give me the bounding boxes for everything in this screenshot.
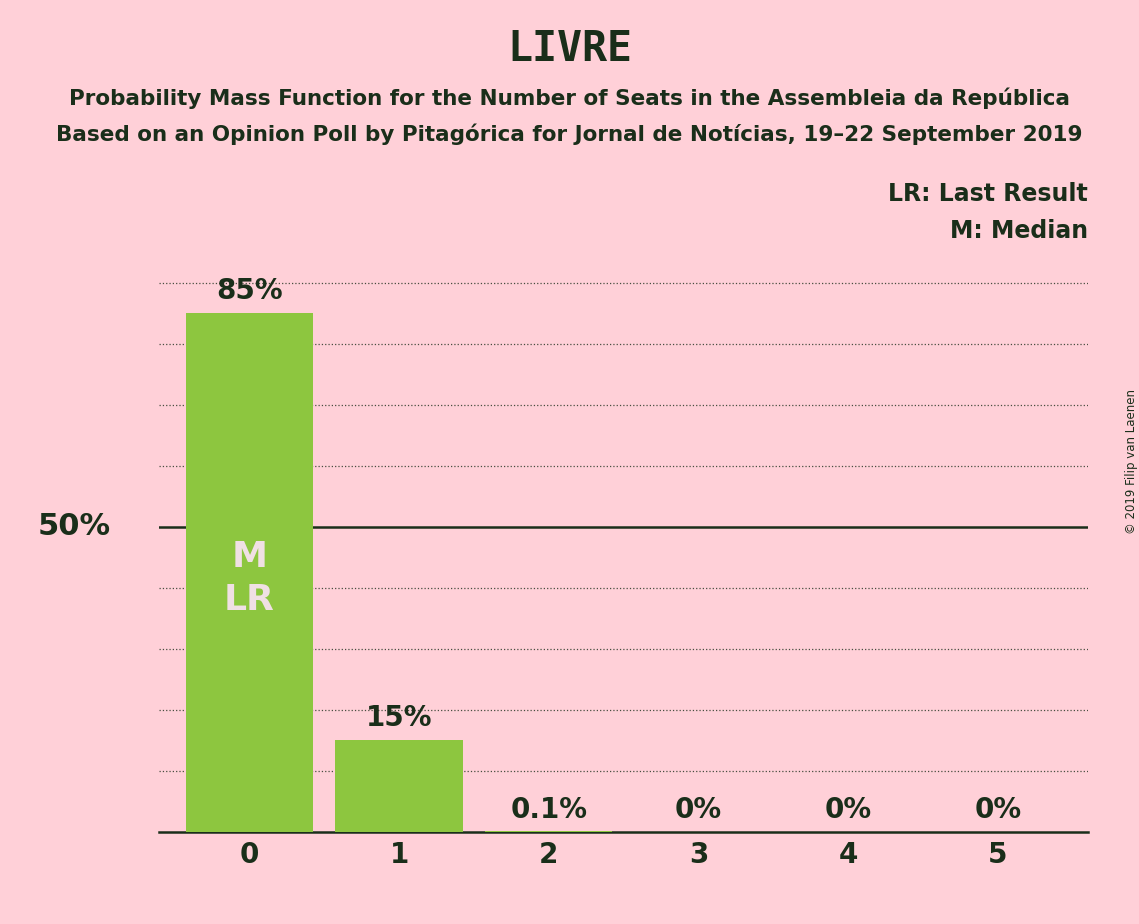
Text: M: Median: M: Median	[950, 219, 1088, 243]
Text: 0%: 0%	[675, 796, 722, 824]
Text: LR: Last Result: LR: Last Result	[888, 182, 1088, 206]
Text: 0%: 0%	[825, 796, 871, 824]
Text: Based on an Opinion Poll by Pitagórica for Jornal de Notícias, 19–22 September 2: Based on an Opinion Poll by Pitagórica f…	[56, 124, 1083, 145]
Text: M: M	[231, 541, 268, 574]
Text: © 2019 Filip van Laenen: © 2019 Filip van Laenen	[1124, 390, 1138, 534]
Text: 0%: 0%	[974, 796, 1022, 824]
Text: 15%: 15%	[366, 704, 433, 732]
Text: 85%: 85%	[216, 277, 282, 305]
Bar	[186, 313, 313, 832]
Text: LIVRE: LIVRE	[507, 28, 632, 69]
Text: Probability Mass Function for the Number of Seats in the Assembleia da República: Probability Mass Function for the Number…	[69, 88, 1070, 109]
Text: LR: LR	[224, 583, 274, 617]
Text: 50%: 50%	[38, 512, 110, 541]
Text: 0.1%: 0.1%	[510, 796, 588, 824]
Bar	[335, 740, 462, 832]
